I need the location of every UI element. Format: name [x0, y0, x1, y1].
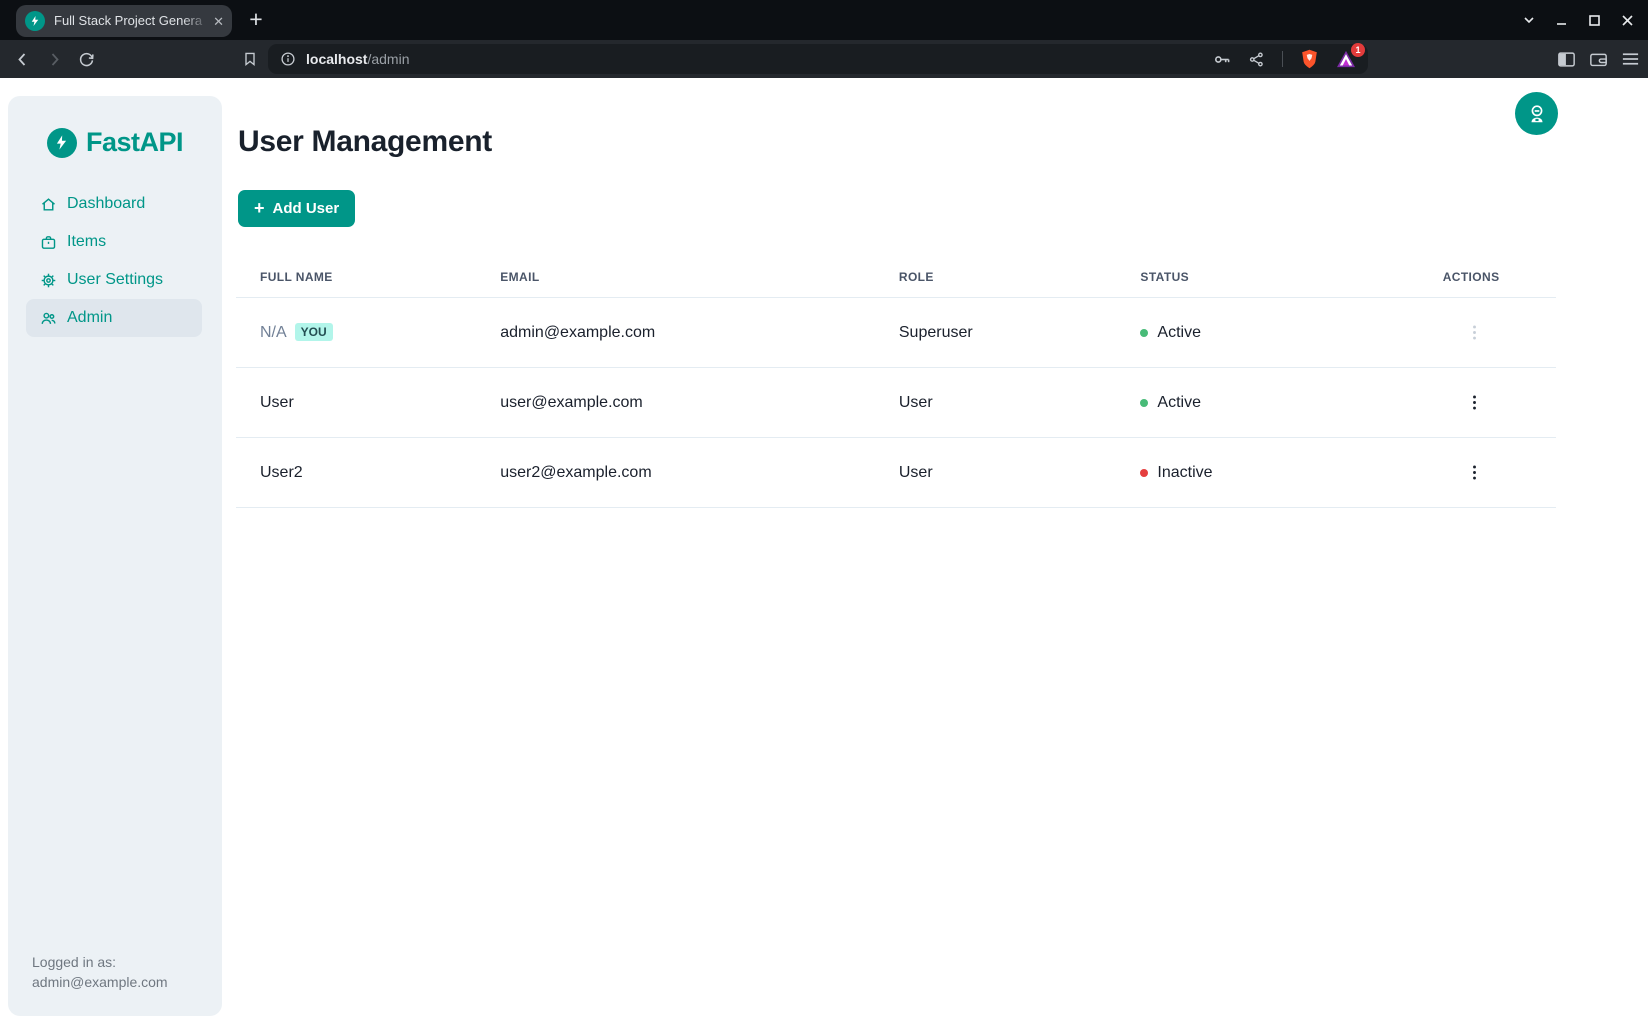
menu-hamburger-icon[interactable]: [1621, 51, 1640, 67]
page-content: FastAPI Dashboard Items User Settings Ad…: [0, 78, 1648, 1025]
bookmark-icon[interactable]: [237, 46, 263, 72]
window-maximize-icon[interactable]: [1578, 0, 1611, 40]
window-minimize-icon[interactable]: [1545, 0, 1578, 40]
sidebar-item-dashboard[interactable]: Dashboard: [26, 185, 202, 223]
table-row: User user@example.com User Active: [236, 367, 1556, 438]
user-full-name: N/A: [260, 324, 287, 341]
sidebar-item-items[interactable]: Items: [26, 223, 202, 261]
tab-close-icon[interactable]: ✕: [213, 13, 224, 29]
table-header-row: FULL NAME EMAIL ROLE STATUS ACTIONS: [236, 258, 1556, 298]
user-email: admin@example.com: [476, 297, 875, 368]
reload-icon[interactable]: [73, 46, 99, 72]
sidebar: FastAPI Dashboard Items User Settings Ad…: [8, 96, 222, 1016]
window-close-icon[interactable]: [1611, 0, 1644, 40]
col-email: EMAIL: [476, 258, 875, 298]
fastapi-logo: FastAPI: [8, 96, 222, 158]
url-host: localhost: [306, 51, 368, 67]
status-label: Active: [1157, 393, 1201, 411]
col-full-name: FULL NAME: [236, 258, 477, 298]
user-role: User: [874, 367, 1117, 438]
col-role: ROLE: [874, 258, 1117, 298]
user-email: user@example.com: [476, 367, 875, 438]
back-icon[interactable]: [9, 46, 35, 72]
logged-in-footer: Logged in as: admin@example.com: [32, 952, 168, 992]
logged-in-label: Logged in as:: [32, 954, 117, 970]
password-key-icon[interactable]: [1212, 50, 1231, 69]
status-dot: [1140, 398, 1149, 407]
sidebar-item-label: User Settings: [67, 271, 164, 288]
wallet-icon[interactable]: [1589, 51, 1608, 68]
sidebar-item-label: Admin: [67, 309, 113, 326]
plus-icon: +: [254, 198, 265, 218]
new-tab-button[interactable]: +: [242, 4, 270, 34]
sidebar-nav: Dashboard Items User Settings Admin: [8, 185, 222, 337]
col-actions: ACTIONS: [1418, 258, 1556, 298]
user-menu-button[interactable]: [1515, 92, 1558, 135]
fastapi-logo-icon: [46, 127, 77, 158]
url-bar[interactable]: localhost/admin 1: [268, 43, 1368, 74]
user-full-name: User: [260, 393, 294, 411]
row-actions-kebab-icon[interactable]: [1461, 460, 1488, 485]
url-path: /admin: [367, 51, 410, 67]
sidebar-toggle-icon[interactable]: [1557, 51, 1576, 68]
status-dot: [1140, 328, 1149, 337]
brave-shield-icon[interactable]: [1300, 49, 1319, 69]
users-table: FULL NAME EMAIL ROLE STATUS ACTIONS N/A Y…: [236, 258, 1556, 508]
sidebar-item-user-settings[interactable]: User Settings: [26, 261, 202, 299]
col-status: STATUS: [1116, 258, 1419, 298]
home-icon: [42, 197, 55, 211]
sidebar-item-admin[interactable]: Admin: [26, 299, 202, 337]
row-actions-kebab-icon[interactable]: [1461, 320, 1488, 345]
sidebar-item-label: Dashboard: [67, 195, 146, 212]
add-user-button[interactable]: + Add User: [238, 190, 356, 227]
table-row: N/A YOU admin@example.com Superuser Activ…: [236, 297, 1556, 368]
you-badge: YOU: [294, 323, 333, 341]
status-label: Inactive: [1157, 463, 1213, 481]
fastapi-favicon-icon: [25, 11, 45, 31]
user-email: user2@example.com: [476, 437, 875, 508]
gear-icon: [41, 273, 56, 287]
url-text: localhost/admin: [306, 51, 410, 67]
status-label: Active: [1157, 323, 1201, 341]
rewards-notification-badge: 1: [1351, 43, 1365, 57]
browser-titlebar: Full Stack Project Genera ✕ +: [0, 0, 1648, 40]
user-role: Superuser: [874, 297, 1117, 368]
brave-rewards-icon[interactable]: [1336, 50, 1356, 68]
row-actions-kebab-icon[interactable]: [1461, 390, 1488, 415]
user-role: User: [874, 437, 1117, 508]
window-controls: [1512, 0, 1644, 40]
status-dot: [1140, 468, 1149, 477]
site-info-icon[interactable]: [280, 51, 296, 67]
window-menu-chevron-icon[interactable]: [1512, 0, 1545, 40]
user-full-name: User2: [260, 463, 303, 481]
toolbar-divider: [1282, 51, 1283, 67]
add-user-label: Add User: [272, 200, 340, 217]
table-row: User2 user2@example.com User Inactive: [236, 437, 1556, 508]
page-title: User Management: [238, 125, 492, 158]
forward-icon[interactable]: [41, 46, 67, 72]
briefcase-icon: [41, 235, 56, 249]
users-icon: [41, 312, 56, 324]
user-astronaut-icon: [1531, 104, 1542, 122]
browser-tab[interactable]: Full Stack Project Genera ✕: [16, 5, 232, 37]
fastapi-logo-text: FastAPI: [85, 127, 184, 157]
sidebar-item-label: Items: [67, 233, 107, 250]
browser-toolbar: localhost/admin 1: [0, 40, 1648, 78]
tab-title-fade: [183, 13, 210, 29]
logged-in-email: admin@example.com: [32, 974, 168, 990]
tab-title: Full Stack Project Genera: [54, 13, 203, 28]
share-icon[interactable]: [1248, 51, 1265, 68]
